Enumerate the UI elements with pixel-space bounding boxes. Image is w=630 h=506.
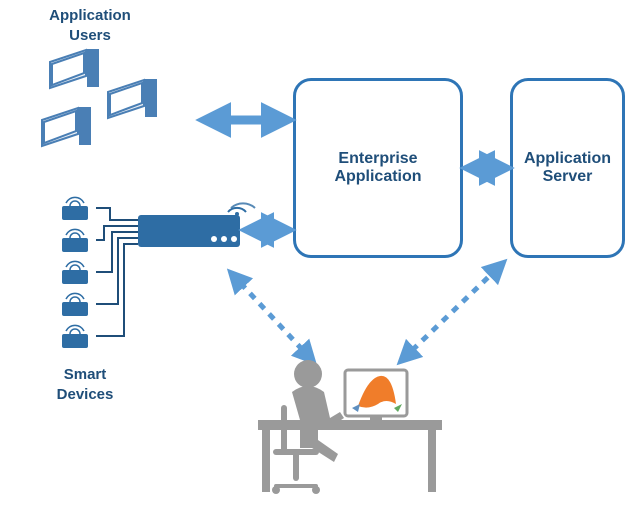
person-at-desk-icon: [258, 360, 442, 494]
iot-devices-icon: [62, 197, 88, 348]
smart-devices-label: Smart Devices: [40, 365, 130, 404]
application-server-node: Application Server: [510, 78, 625, 258]
enterprise-application-text: Enterprise Application: [296, 150, 460, 186]
router-icon: [96, 203, 255, 336]
arrows-dashed: [232, 264, 502, 360]
application-server-text: Application Server: [513, 150, 622, 186]
enterprise-application-node: Enterprise Application: [293, 78, 463, 258]
workstations-icon: [42, 50, 156, 146]
app-users-label: Application Users: [30, 6, 150, 45]
